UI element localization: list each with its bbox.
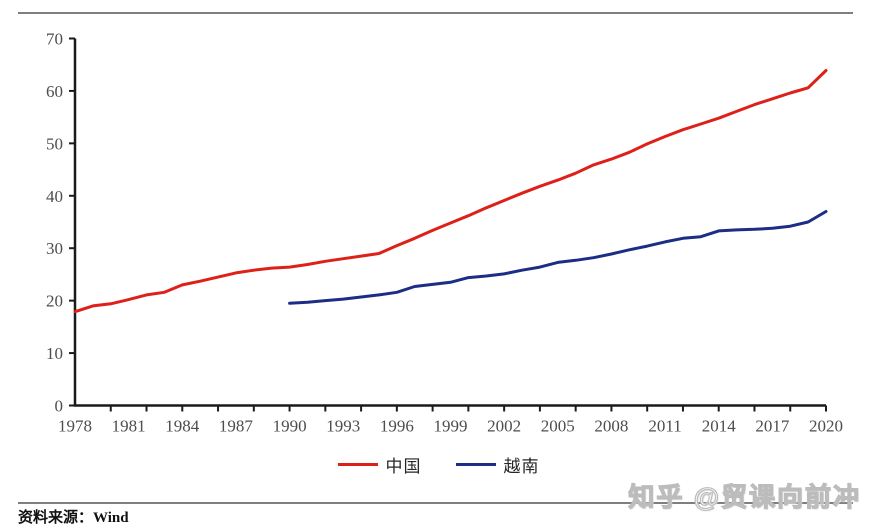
china-line-swatch: [337, 463, 378, 466]
x-tick-label: 1990: [273, 417, 307, 436]
legend-label-china: 中国: [385, 457, 422, 476]
x-tick-label: 1999: [434, 417, 468, 436]
vietnam-line-swatch: [455, 463, 496, 466]
x-tick-label: 1984: [165, 417, 200, 436]
x-tick-label: 2002: [487, 417, 521, 436]
y-tick-label: 10: [46, 344, 63, 363]
x-tick-label: 1981: [112, 417, 146, 436]
bottom-divider: [18, 502, 853, 504]
legend-item-vietnam: 越南: [455, 452, 540, 477]
x-tick-label: 2020: [809, 417, 843, 436]
x-tick-label: 2008: [594, 417, 628, 436]
data-source-note: 资料来源：Wind: [18, 510, 129, 526]
x-tick-label: 2017: [755, 417, 790, 436]
y-tick-label: 0: [55, 397, 64, 416]
x-tick-label: 1993: [326, 417, 360, 436]
y-tick-label: 30: [46, 239, 63, 258]
top-divider: [18, 12, 853, 14]
legend-label-vietnam: 越南: [503, 457, 540, 476]
y-tick-label: 60: [46, 82, 63, 101]
y-tick-label: 40: [46, 187, 63, 206]
series-line-越南: [288, 210, 828, 305]
y-tick-label: 50: [46, 134, 63, 153]
x-tick-label: 2014: [702, 417, 737, 436]
x-tick-label: 1978: [58, 417, 92, 436]
x-tick-label: 2011: [648, 417, 681, 436]
y-tick-label: 70: [46, 30, 63, 49]
urbanization-line-chart: 0 10 20 30 40 50 60 70 1978 1981 1984 1987 1990 1993 1…: [46, 30, 843, 436]
chart-legend: 中国 越南: [0, 452, 877, 477]
legend-item-china: 中国: [337, 452, 422, 477]
x-tick-label: 1996: [380, 417, 414, 436]
zhihu-watermark: 知乎 @贸课向前冲: [628, 481, 861, 512]
x-tick-label: 1987: [219, 417, 254, 436]
series-line-中国: [73, 69, 828, 314]
x-tick-label: 2005: [541, 417, 575, 436]
y-tick-label: 20: [46, 292, 63, 311]
